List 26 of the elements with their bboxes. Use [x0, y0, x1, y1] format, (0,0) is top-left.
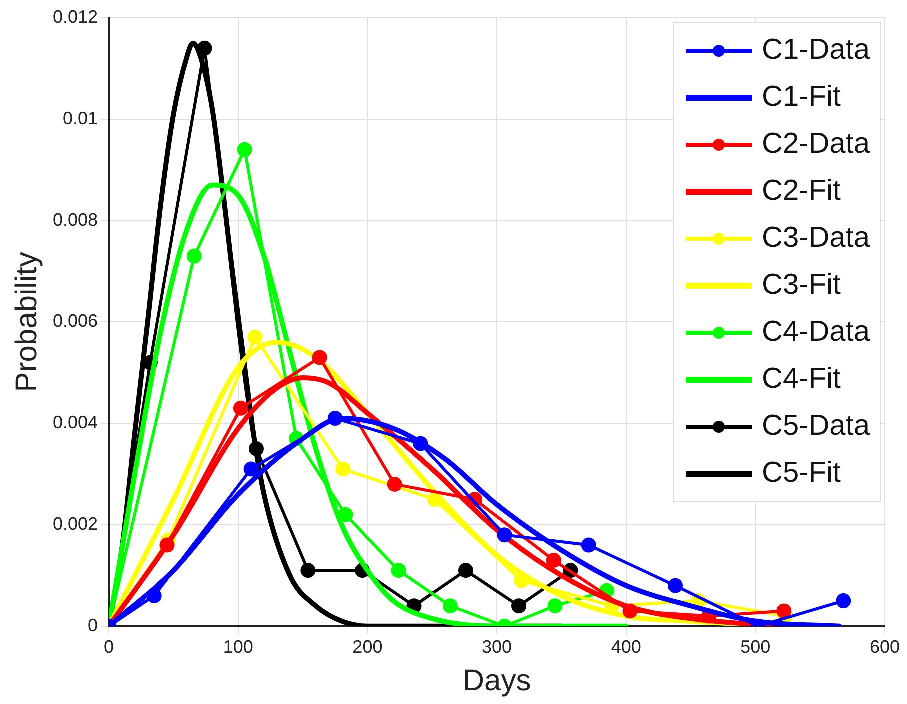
legend-label: C2-Fit — [762, 175, 841, 208]
y-tick-label: 0.008 — [52, 210, 98, 230]
x-tick-label: 0 — [104, 637, 114, 658]
x-axis-title: Days — [462, 664, 532, 698]
legend-label: C3-Fit — [762, 269, 841, 302]
x-tick-label: 500 — [740, 637, 771, 658]
legend-label: C1-Fit — [762, 81, 841, 114]
legend-label: C1-Data — [762, 34, 870, 67]
legend-label: C5-Data — [762, 410, 870, 443]
y-axis-title: Probability — [10, 252, 44, 392]
legend-label: C4-Data — [762, 316, 870, 349]
x-tick-label: 400 — [611, 637, 642, 658]
y-tick-label: 0.012 — [52, 6, 98, 27]
y-tick-label: 0 — [88, 615, 98, 636]
x-tick-label: 100 — [223, 637, 254, 658]
legend-label: C3-Data — [762, 222, 870, 255]
x-tick-label: 200 — [352, 637, 383, 658]
y-tick-label: 0.004 — [52, 412, 98, 433]
legend-label: C5-Fit — [762, 457, 841, 490]
y-tick-label: 0.002 — [52, 514, 98, 534]
y-tick-label: 0.006 — [52, 311, 98, 332]
legend-label: C2-Data — [762, 128, 870, 161]
y-tick-label: 0.01 — [62, 108, 98, 128]
x-tick-label: 300 — [482, 637, 512, 658]
legend-label: C4-Fit — [762, 363, 841, 396]
x-tick-label: 600 — [870, 637, 900, 658]
